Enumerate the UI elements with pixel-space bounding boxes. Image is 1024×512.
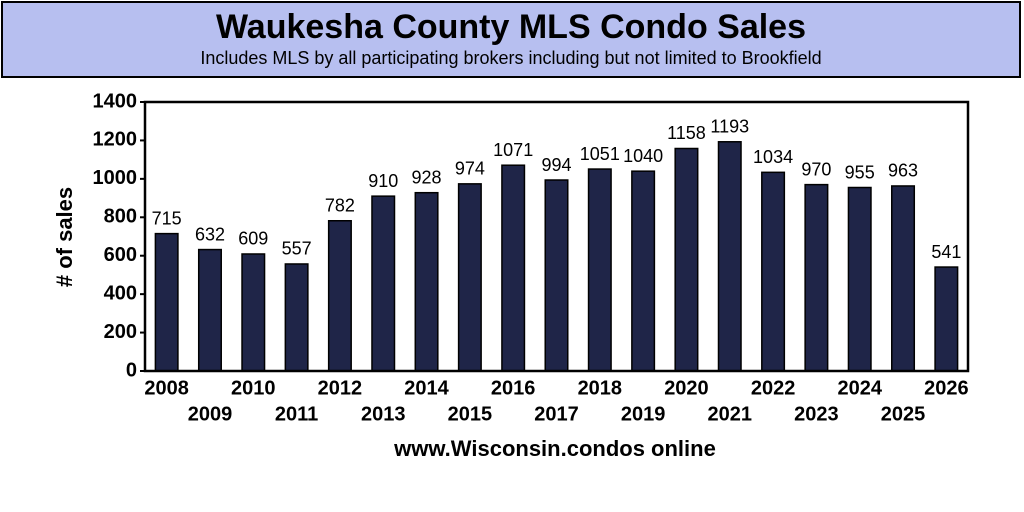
value-label: 910: [368, 171, 398, 191]
bar: [804, 183, 829, 372]
x-tick-label: 2021: [708, 403, 753, 425]
value-label: 1193: [710, 117, 749, 137]
bar: [327, 219, 352, 372]
y-tick-label: 1000: [93, 167, 138, 189]
plot-frame: [143, 100, 970, 373]
value-label: 994: [541, 155, 571, 175]
bar: [631, 170, 656, 372]
x-tick-label: 2022: [751, 377, 796, 399]
value-label: 928: [412, 167, 442, 187]
bar: [241, 253, 266, 372]
x-tick-label: 2024: [837, 377, 882, 399]
x-tick-label: 2016: [491, 377, 536, 399]
x-tick-label: 2008: [144, 377, 189, 399]
bar: [761, 171, 786, 372]
x-tick-label: 2019: [621, 403, 666, 425]
value-label: 963: [888, 161, 918, 181]
value-label: 970: [801, 159, 831, 179]
value-label: 632: [195, 224, 225, 244]
value-label: 1071: [493, 140, 533, 160]
value-label: 955: [845, 162, 875, 182]
y-tick-label: 1200: [93, 129, 138, 151]
title-box: [1, 1, 1021, 78]
x-tick-label: 2011: [275, 403, 318, 425]
value-label: 715: [152, 208, 182, 228]
bar: [284, 263, 309, 372]
value-label: 609: [238, 229, 268, 249]
bar: [587, 168, 612, 372]
chart-subtitle: Includes MLS by all participating broker…: [200, 48, 821, 68]
x-tick-label: 2026: [924, 377, 969, 399]
y-axis-label: # of sales: [52, 187, 77, 287]
chart-title: Waukesha County MLS Condo Sales: [216, 8, 806, 46]
bar: [847, 186, 872, 372]
bar: [197, 248, 222, 372]
bar: [371, 195, 396, 372]
value-label: 782: [325, 195, 355, 215]
y-tick-label: 600: [104, 244, 137, 266]
bar: [457, 183, 482, 372]
bar: [717, 141, 742, 372]
value-label: 1051: [580, 144, 620, 164]
value-label: 974: [455, 159, 485, 179]
value-label: 1034: [753, 147, 793, 167]
y-tick-label: 200: [104, 321, 137, 343]
x-tick-label: 2018: [578, 377, 623, 399]
x-axis-label: www.Wisconsin.condos online: [393, 436, 716, 461]
x-tick-label: 2023: [794, 403, 839, 425]
y-tick-label: 800: [104, 206, 137, 228]
bar: [414, 191, 439, 372]
value-label: 1158: [667, 123, 706, 143]
bar: [544, 179, 569, 372]
x-tick-label: 2017: [534, 403, 579, 425]
bar: [934, 266, 959, 372]
bar: [501, 164, 526, 372]
x-tick-label: 2012: [318, 377, 363, 399]
value-label: 557: [282, 239, 312, 259]
x-tick-label: 2020: [664, 377, 709, 399]
bar: [674, 147, 699, 372]
x-tick-label: 2009: [188, 403, 233, 425]
y-tick-label: 1400: [93, 90, 138, 112]
value-label: 541: [931, 242, 961, 262]
x-tick-label: 2015: [448, 403, 493, 425]
x-tick-label: 2014: [404, 377, 449, 399]
y-tick-label: 400: [104, 282, 137, 304]
bar: [154, 232, 179, 372]
bar: [891, 185, 916, 372]
value-label: 1040: [623, 146, 663, 166]
y-tick-label: 0: [126, 359, 137, 381]
x-tick-label: 2013: [361, 403, 406, 425]
x-tick-label: 2010: [231, 377, 276, 399]
x-tick-label: 2025: [881, 403, 926, 425]
